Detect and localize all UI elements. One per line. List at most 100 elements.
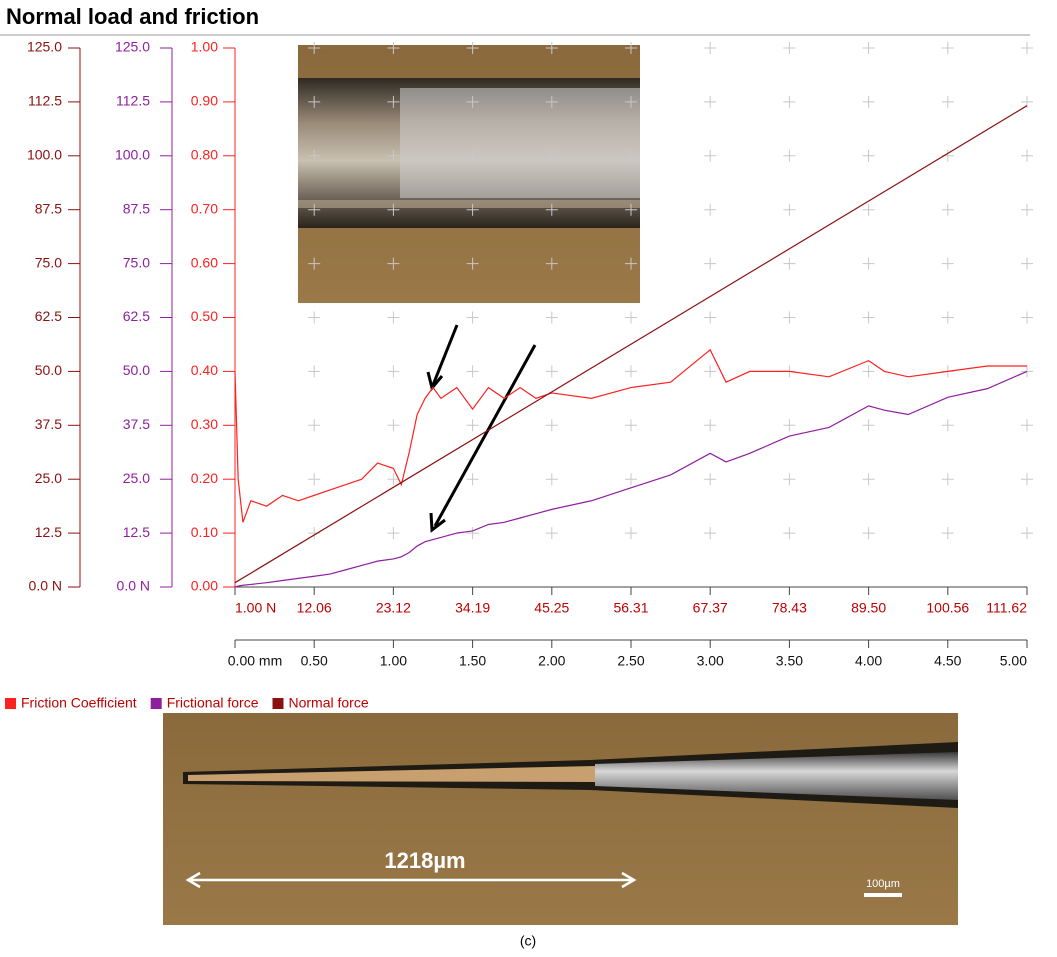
x2-tick-label: 45.25 (534, 600, 569, 616)
y-tick-label: 75.0 (123, 254, 150, 270)
grid-cross (308, 203, 321, 216)
grid-cross (545, 311, 558, 324)
grid-cross (625, 42, 637, 54)
grid-cross (545, 257, 558, 270)
grid-cross (1021, 257, 1033, 270)
grid-cross (941, 42, 954, 54)
x2-tick-label: 34.19 (455, 600, 490, 616)
x-tick-label: 0.50 (301, 653, 328, 669)
y-tick-label: 0.20 (191, 470, 218, 486)
y-tick-label: 0.40 (191, 362, 218, 378)
grid-cross (625, 311, 637, 324)
y-tick-label: 0.60 (191, 254, 218, 270)
x2-tick-label: 56.31 (613, 600, 648, 616)
series-line (234, 370, 1028, 588)
y-tick-label: 50.0 (35, 362, 62, 378)
grid-cross (783, 527, 796, 540)
grid-cross (545, 527, 558, 540)
x-tick-label: 3.00 (697, 653, 724, 669)
y-tick-label: 50.0 (123, 362, 150, 378)
grid-cross (466, 42, 479, 54)
y-tick-label: 125.0 (115, 39, 150, 55)
grid-cross (466, 149, 479, 162)
grid-cross (625, 203, 637, 216)
x-tick-label: 3.50 (776, 653, 803, 669)
grid-cross (783, 149, 796, 162)
grid-cross (466, 365, 479, 378)
grid-cross (308, 419, 321, 432)
grid-cross (862, 365, 875, 378)
y-tick-label: 112.5 (116, 93, 150, 109)
y-tick-label: 0.80 (191, 147, 218, 163)
grid-cross (1021, 473, 1033, 486)
legend-swatch (150, 698, 162, 709)
inset-top (298, 45, 640, 303)
y-tick-label: 87.5 (35, 200, 62, 216)
grid-cross (862, 203, 875, 216)
y-tick-label: 1.00 (191, 39, 218, 55)
y-tick-label: 0.0 N (29, 578, 62, 594)
x-tick-label: 5.00 (1000, 653, 1027, 669)
grid-cross (387, 257, 400, 270)
grid-cross (704, 527, 717, 540)
grid-cross (1021, 419, 1033, 432)
y-tick-label: 0.30 (191, 416, 218, 432)
grid-cross (545, 149, 558, 162)
series-line (234, 348, 1027, 523)
grid-cross (308, 257, 321, 270)
grid-cross (308, 149, 321, 162)
grid-cross (783, 419, 796, 432)
grid-cross (783, 95, 796, 108)
grid-cross (466, 311, 479, 324)
x-tick-label: 4.50 (934, 653, 961, 669)
grid-cross (308, 473, 321, 486)
grid-cross (387, 42, 400, 54)
y-tick-label: 12.5 (123, 524, 150, 540)
grid-cross (466, 203, 479, 216)
grid-cross (862, 419, 875, 432)
y-tick-label: 0.70 (191, 200, 218, 216)
scratch-length: 1218µm (384, 848, 465, 873)
grid-cross (862, 149, 875, 162)
y-tick-label: 37.5 (35, 416, 62, 432)
grid-cross (941, 419, 954, 432)
grid-cross (625, 149, 637, 162)
y-tick-label: 125.0 (27, 39, 62, 55)
legend-label: Normal force (289, 695, 369, 711)
grid-cross (704, 42, 717, 54)
x2-tick-label: 67.37 (693, 600, 728, 616)
inset-bottom (163, 713, 958, 925)
x2-tick-label: 12.06 (297, 600, 332, 616)
grid-cross (545, 419, 558, 432)
grid-cross (862, 473, 875, 486)
grid-cross (545, 365, 558, 378)
grid-cross (704, 473, 717, 486)
grid-cross (862, 95, 875, 108)
arrows (426, 324, 537, 533)
y-tick-label: 0.0 N (117, 578, 150, 594)
grid-cross (466, 95, 479, 108)
grid-cross (387, 365, 400, 378)
y-tick-label: 87.5 (123, 200, 150, 216)
grid-cross (545, 473, 558, 486)
x2-tick-label: 111.62 (986, 600, 1027, 616)
grid-cross (704, 203, 717, 216)
y-tick-label: 0.50 (191, 308, 218, 324)
grid-cross (387, 311, 400, 324)
grid-cross (862, 527, 875, 540)
grid-cross (862, 42, 875, 54)
grid-cross (862, 311, 875, 324)
grid-cross (625, 419, 637, 432)
legend-label: Friction Coefficient (21, 695, 137, 711)
y-tick-label: 25.0 (123, 470, 150, 486)
x2-tick-label: 23.12 (376, 600, 411, 616)
legend-swatch (272, 698, 284, 709)
x-tick-label: 4.00 (855, 653, 882, 669)
grid-cross (387, 473, 400, 486)
x-tick-label: 2.00 (538, 653, 565, 669)
grid-cross (783, 203, 796, 216)
grid-cross (466, 419, 479, 432)
caption: (c) (520, 933, 536, 949)
x-tick-label: 1.50 (459, 653, 486, 669)
